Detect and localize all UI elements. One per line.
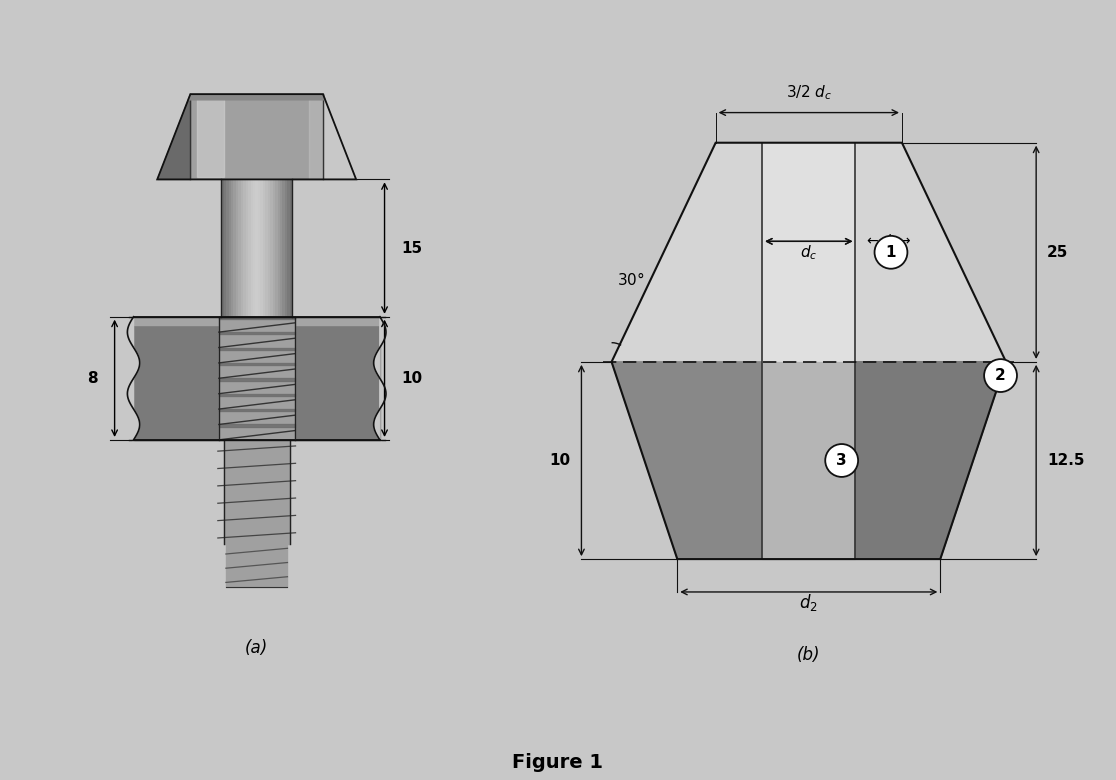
Text: 25: 25	[1047, 245, 1068, 260]
Polygon shape	[239, 179, 241, 317]
Polygon shape	[612, 143, 1006, 362]
Polygon shape	[187, 94, 326, 100]
Polygon shape	[225, 544, 288, 587]
Polygon shape	[134, 317, 379, 440]
Circle shape	[875, 236, 907, 269]
Text: 2: 2	[995, 368, 1006, 383]
Polygon shape	[253, 179, 256, 317]
Polygon shape	[219, 363, 295, 365]
Polygon shape	[287, 179, 290, 317]
Polygon shape	[235, 179, 239, 317]
Text: 10: 10	[549, 453, 570, 468]
Polygon shape	[219, 378, 295, 381]
Polygon shape	[227, 179, 229, 317]
Polygon shape	[323, 94, 356, 179]
Polygon shape	[248, 179, 251, 317]
Polygon shape	[285, 179, 287, 317]
Polygon shape	[270, 179, 272, 317]
Text: $30°$: $30°$	[617, 271, 645, 288]
Polygon shape	[762, 362, 855, 559]
Circle shape	[984, 359, 1017, 392]
Text: 1: 1	[886, 245, 896, 260]
Polygon shape	[251, 179, 253, 317]
Polygon shape	[268, 179, 270, 317]
Polygon shape	[256, 179, 258, 317]
Polygon shape	[290, 179, 292, 317]
Polygon shape	[762, 143, 855, 362]
Polygon shape	[612, 362, 1006, 559]
Polygon shape	[221, 179, 223, 317]
Polygon shape	[258, 179, 260, 317]
Polygon shape	[246, 179, 248, 317]
Polygon shape	[260, 179, 262, 317]
Polygon shape	[191, 94, 323, 179]
Polygon shape	[229, 179, 231, 317]
Polygon shape	[266, 179, 268, 317]
Polygon shape	[262, 179, 266, 317]
Polygon shape	[198, 97, 223, 177]
Polygon shape	[374, 317, 386, 440]
Polygon shape	[233, 179, 235, 317]
Polygon shape	[219, 348, 295, 349]
Polygon shape	[272, 179, 275, 317]
Polygon shape	[231, 179, 233, 317]
Text: 15: 15	[401, 240, 422, 256]
Polygon shape	[157, 94, 191, 179]
Polygon shape	[280, 179, 282, 317]
Polygon shape	[219, 424, 295, 427]
Polygon shape	[219, 409, 295, 411]
Circle shape	[825, 444, 858, 477]
Polygon shape	[309, 94, 323, 179]
Polygon shape	[223, 440, 290, 544]
Text: (a): (a)	[246, 639, 268, 657]
Text: Figure 1: Figure 1	[512, 753, 604, 772]
Text: 3: 3	[836, 453, 847, 468]
Polygon shape	[134, 317, 379, 325]
Text: 12.5: 12.5	[1047, 453, 1085, 468]
Polygon shape	[219, 394, 295, 396]
Polygon shape	[855, 362, 1006, 559]
Polygon shape	[223, 179, 227, 317]
Text: (b): (b)	[797, 647, 820, 665]
Polygon shape	[278, 179, 280, 317]
Polygon shape	[127, 317, 140, 440]
Polygon shape	[282, 179, 285, 317]
Polygon shape	[243, 179, 246, 317]
Polygon shape	[219, 332, 295, 335]
Text: 8: 8	[87, 370, 98, 386]
Text: 10: 10	[401, 370, 422, 386]
Text: $d_c$: $d_c$	[800, 244, 818, 263]
Polygon shape	[219, 317, 295, 440]
Polygon shape	[219, 317, 295, 319]
Text: $\leftarrow d_c \rightarrow$: $\leftarrow d_c \rightarrow$	[864, 232, 911, 250]
Text: $3/2\ d_c$: $3/2\ d_c$	[786, 83, 833, 102]
Text: $d_2$: $d_2$	[799, 592, 818, 613]
Polygon shape	[275, 179, 278, 317]
Polygon shape	[241, 179, 243, 317]
